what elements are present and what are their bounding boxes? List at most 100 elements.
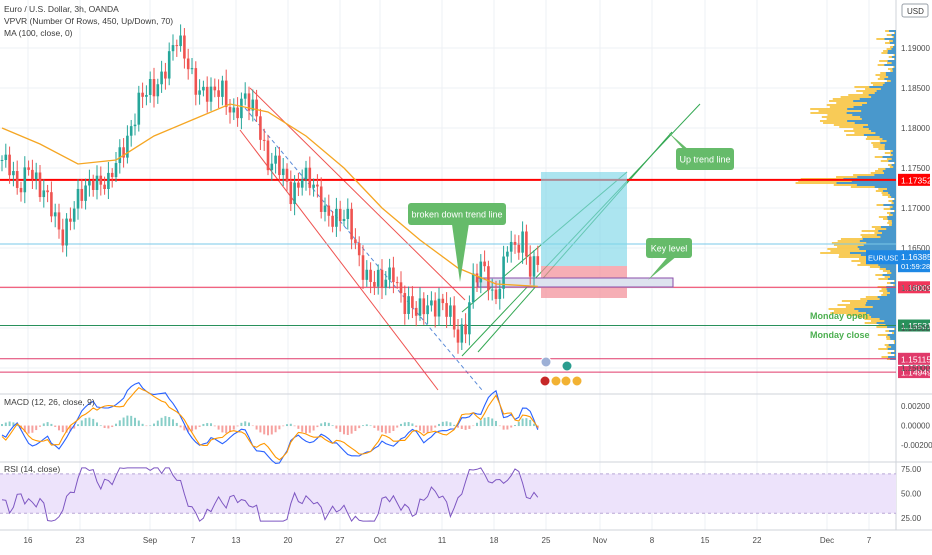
vp-row-up (868, 128, 896, 130)
vp-row-up (891, 346, 896, 348)
vp-row-up (891, 62, 896, 64)
macd-histogram-bar (263, 425, 266, 435)
macd-histogram-bar (331, 425, 334, 427)
macd-histogram-bar (1, 424, 3, 427)
vp-row-up (876, 90, 896, 92)
vp-row-up (881, 232, 896, 234)
candle-body (183, 35, 186, 59)
vp-row-down (879, 60, 896, 62)
key-level-box (477, 277, 674, 288)
macd-histogram-bar (343, 425, 345, 435)
vp-row-up (894, 210, 896, 212)
candle-body (156, 84, 160, 97)
vp-row-up (894, 198, 896, 200)
candle-body (407, 296, 410, 314)
time-tick: 20 (284, 536, 293, 545)
candle-body (88, 180, 91, 186)
vp-row-down (844, 130, 896, 132)
vp-row-down (893, 340, 896, 342)
macd-histogram-bar (99, 425, 102, 427)
candle-body (433, 300, 437, 317)
vp-row-down (875, 74, 896, 76)
macd-histogram-bar (533, 423, 535, 427)
annotation-key-level: Key level (651, 244, 688, 254)
macd-histogram-bar (468, 425, 471, 429)
macd-histogram-bar (103, 425, 106, 428)
vp-row-up (889, 276, 896, 278)
event-marker (540, 356, 552, 368)
vp-row-down (894, 32, 896, 34)
candle-body (373, 282, 376, 287)
candle-body (536, 256, 540, 265)
candle-body (289, 181, 293, 205)
vp-row-down (872, 144, 896, 146)
vp-row-down (887, 222, 896, 224)
annotation-key-level-tail (648, 258, 675, 280)
macd-histogram-bar (464, 425, 467, 430)
macd-histogram-bar (396, 425, 399, 428)
macd-histogram-bar (69, 425, 72, 432)
vp-row-up (882, 84, 896, 86)
candle-body (418, 298, 422, 316)
vp-row-down (889, 166, 896, 168)
vp-row-up (884, 148, 896, 150)
vp-row-down (873, 146, 896, 148)
vp-row-down (840, 96, 896, 98)
vp-row-up (854, 308, 896, 310)
vp-row-up (891, 56, 896, 58)
vp-row-up (890, 282, 896, 284)
time-tick: Sep (143, 536, 158, 545)
vp-row-up (887, 290, 896, 292)
macd-histogram-bar (232, 425, 235, 430)
macd-histogram-bar (168, 416, 171, 427)
candle-body (240, 98, 243, 119)
macd-histogram-bar (73, 425, 76, 429)
vp-row-up (890, 208, 896, 210)
candle-body (266, 140, 270, 171)
price-tick: 1.15500 (901, 324, 930, 333)
vp-row-up (884, 38, 896, 40)
macd-histogram-bar (221, 425, 224, 433)
macd-histogram-bar (183, 425, 186, 431)
vp-row-up (889, 336, 896, 338)
macd-histogram-bar (293, 425, 296, 427)
candle-body (327, 205, 331, 216)
price-tick: 1.18000 (901, 124, 930, 133)
vp-row-up (863, 134, 896, 136)
candle-body (293, 182, 296, 205)
macd-histogram-bar (8, 421, 11, 427)
macd-histogram-bar (312, 425, 315, 431)
candle-body (281, 168, 285, 176)
vp-row-up (889, 270, 896, 272)
candle-body (441, 298, 445, 304)
candle-body (388, 267, 391, 280)
macd-histogram-bar (156, 420, 159, 427)
vp-row-up (892, 150, 896, 152)
macd-histogram-bar (457, 425, 459, 428)
vp-row-up (892, 214, 896, 216)
macd-histogram-bar (438, 423, 440, 427)
candle-body (285, 168, 289, 182)
candle-body (160, 71, 163, 85)
macd-histogram-bar (194, 425, 197, 430)
candle-body (228, 107, 232, 113)
vp-row-up (866, 242, 896, 244)
vp-row-up (887, 50, 896, 52)
candle-body (50, 192, 53, 217)
vp-row-down (886, 158, 896, 160)
macd-histogram-bar (179, 425, 182, 428)
vp-row-up (892, 200, 896, 202)
candle-body (532, 256, 536, 277)
macd-histogram-bar (430, 425, 433, 431)
candle-body (452, 305, 456, 330)
current-symbol-tag (866, 250, 898, 265)
vp-row-down (830, 250, 896, 252)
rsi-tick: 75.00 (901, 465, 922, 474)
candle-body (243, 93, 247, 99)
candle-body (456, 329, 460, 343)
macd-histogram-bar (149, 425, 152, 427)
vp-row-up (894, 284, 896, 286)
time-tick: 7 (867, 536, 872, 545)
